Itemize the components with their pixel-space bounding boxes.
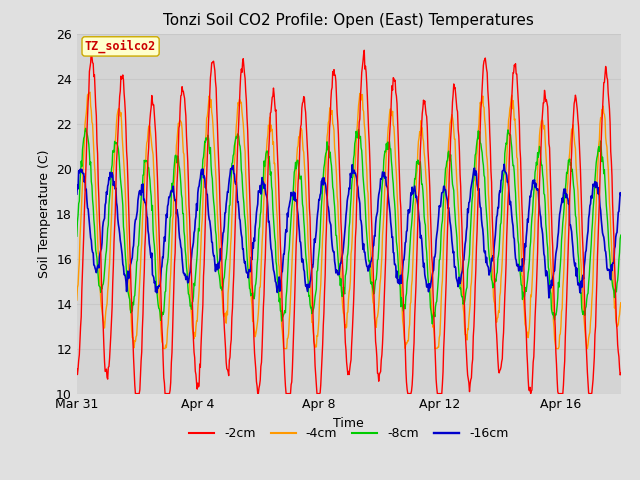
X-axis label: Time: Time (333, 417, 364, 430)
Legend: -2cm, -4cm, -8cm, -16cm: -2cm, -4cm, -8cm, -16cm (184, 422, 513, 445)
Y-axis label: Soil Temperature (C): Soil Temperature (C) (38, 149, 51, 278)
Text: TZ_soilco2: TZ_soilco2 (85, 40, 156, 53)
Title: Tonzi Soil CO2 Profile: Open (East) Temperatures: Tonzi Soil CO2 Profile: Open (East) Temp… (163, 13, 534, 28)
